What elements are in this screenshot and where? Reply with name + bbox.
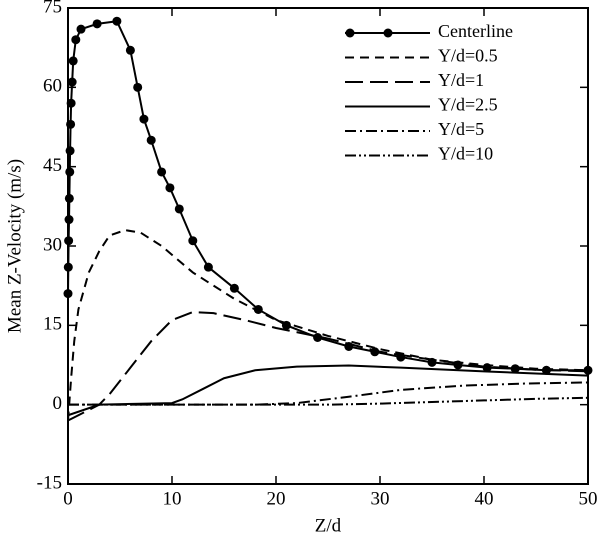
y-tick-label: 45 [43, 155, 62, 176]
series-line [67, 20, 588, 372]
x-tick-label: 40 [475, 488, 494, 509]
data-point [71, 35, 81, 45]
legend-label: Y/d=2.5 [438, 95, 498, 115]
x-tick-label: 10 [163, 488, 182, 509]
data-point [133, 82, 143, 92]
legend-label: Y/d=1 [438, 70, 484, 90]
data-point [67, 77, 77, 87]
data-point [157, 167, 167, 177]
series-line [68, 396, 589, 406]
data-point [313, 332, 323, 342]
data-point [64, 193, 74, 203]
data-point [63, 289, 73, 299]
data-point [76, 24, 86, 34]
data-point [165, 183, 175, 193]
data-point [64, 236, 74, 246]
data-point [112, 16, 122, 26]
y-tick-label: 75 [43, 0, 62, 17]
legend-label: Y/d=10 [438, 144, 493, 164]
y-axis-label: Mean Z-Velocity (m/s) [4, 159, 25, 333]
x-axis-label: Z/d [315, 515, 342, 536]
series-line [67, 364, 589, 417]
data-point [66, 98, 76, 108]
y-tick-label: 60 [43, 76, 62, 97]
y-tick-label: 30 [43, 234, 62, 255]
legend-label: Y/d=0.5 [438, 46, 498, 66]
y-tick-label: 15 [43, 314, 62, 335]
data-point [583, 365, 593, 375]
data-point [125, 45, 135, 55]
x-tick-label: 0 [63, 488, 73, 509]
data-point [65, 167, 75, 177]
x-tick-label: 50 [579, 488, 598, 509]
legend-label: Y/d=5 [438, 119, 484, 139]
data-point [66, 119, 76, 129]
data-point [188, 236, 198, 246]
data-point [146, 135, 156, 145]
plot-frame [67, 7, 589, 485]
data-point [174, 204, 184, 214]
data-point [139, 114, 149, 124]
series-line [68, 381, 589, 406]
legend-marker [383, 28, 393, 38]
data-point [63, 262, 73, 272]
series-line [67, 229, 589, 421]
y-tick-label: 0 [53, 393, 63, 414]
data-point [65, 146, 75, 156]
legend-marker [345, 28, 355, 38]
legend-label: Centerline [438, 21, 513, 41]
data-point [229, 283, 239, 293]
data-point [203, 262, 213, 272]
data-point [68, 56, 78, 66]
x-tick-label: 20 [267, 488, 286, 509]
data-point [64, 215, 74, 225]
data-point [92, 19, 102, 29]
x-tick-label: 30 [371, 488, 390, 509]
y-tick-label: -15 [37, 472, 62, 493]
